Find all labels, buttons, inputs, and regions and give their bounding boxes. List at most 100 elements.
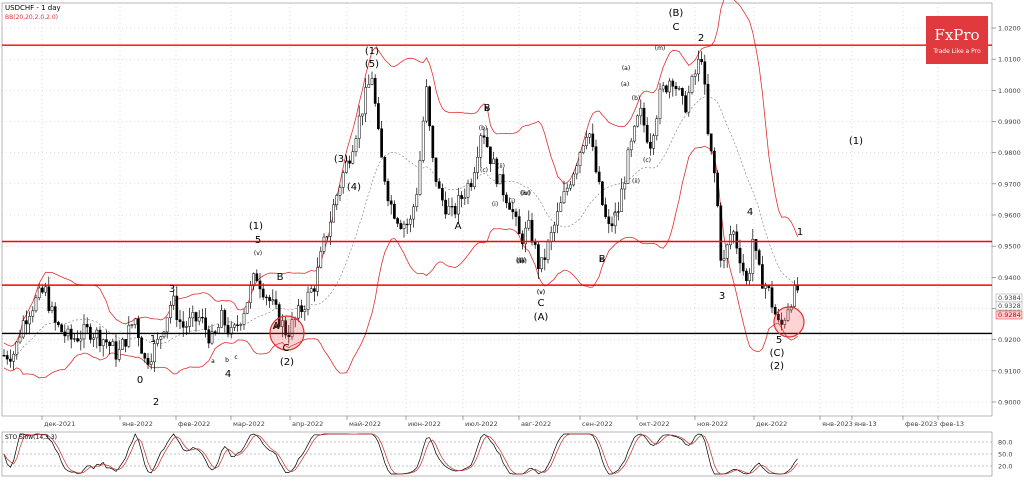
candle-body — [457, 195, 460, 215]
x-tick-label: ноя-2022 — [697, 420, 728, 428]
wave-label: (2) — [770, 361, 784, 372]
y-tick-label: 0.9200 — [998, 336, 1021, 344]
wave-label: (v) — [537, 289, 545, 296]
wave-label: (m) — [655, 45, 666, 52]
y-tick-label: 0.9800 — [998, 149, 1021, 157]
y-tick-label: 0.9700 — [998, 180, 1021, 188]
wave-label: (i) — [492, 201, 498, 208]
candle-body — [783, 320, 787, 325]
candle-body — [249, 285, 252, 303]
wave-label: B — [600, 257, 604, 264]
wave-label: (ii) — [632, 178, 640, 185]
candle-body — [706, 83, 710, 135]
candle-body — [140, 337, 143, 354]
candle-body — [482, 135, 486, 138]
wave-label: (a) — [621, 81, 629, 88]
candle-body — [34, 297, 38, 312]
candle-body — [642, 107, 646, 126]
candle-body — [543, 257, 547, 260]
candle-body — [716, 172, 719, 207]
candle-body — [348, 160, 351, 164]
candle-body — [28, 316, 31, 325]
candle-body — [594, 146, 598, 173]
candle-body — [169, 305, 172, 319]
candle-body — [127, 325, 131, 347]
candle-body — [738, 247, 742, 264]
bollinger-upper — [3, 0, 798, 347]
x-tick-label: авг-2022 — [521, 420, 551, 428]
candle-body — [761, 264, 764, 289]
candle-body — [745, 270, 748, 281]
candle-body — [402, 223, 406, 229]
candle-body — [175, 295, 179, 320]
candle-body — [764, 285, 767, 289]
wave-label: b — [225, 357, 229, 364]
candle-body — [226, 324, 230, 335]
candle-body — [341, 172, 345, 188]
candle-body — [469, 183, 473, 187]
candle-body — [770, 287, 774, 308]
candle-body — [729, 234, 732, 246]
candle-body — [322, 236, 326, 252]
candle-body — [101, 339, 105, 347]
candle-body — [277, 304, 281, 327]
x-tick-label: дек-2022 — [756, 420, 787, 428]
candle-body — [297, 305, 300, 319]
wave-label: A — [273, 321, 280, 332]
candle-body — [479, 135, 483, 158]
symbol-label: USDCHF - 1 day — [5, 4, 61, 12]
candle-body — [786, 309, 790, 321]
candle-body — [303, 309, 307, 312]
candle-body — [530, 219, 534, 243]
candle-body — [597, 171, 601, 183]
candle-body — [687, 92, 691, 113]
candle-body — [396, 218, 399, 224]
brand-name: FxPro — [934, 26, 979, 44]
candle-body — [591, 133, 595, 147]
candle-body — [514, 211, 518, 217]
candle-body — [460, 195, 463, 199]
candle-body — [41, 287, 44, 293]
candle-body — [130, 324, 134, 326]
candle-body — [405, 223, 409, 226]
candle-body — [271, 299, 275, 302]
candle-body — [665, 85, 668, 93]
y-tick-label: 1.0200 — [998, 25, 1021, 33]
candle-body — [447, 206, 451, 215]
candle-body — [713, 150, 716, 174]
wave-label: C — [538, 298, 545, 309]
candle-body — [476, 156, 479, 173]
wave-label: B — [484, 103, 491, 114]
wave-label: (v) — [254, 250, 262, 257]
candle-body — [524, 227, 527, 245]
candle-body — [178, 319, 182, 322]
candle-body — [21, 320, 25, 338]
candle-body — [450, 206, 454, 208]
candle-body — [338, 187, 342, 196]
candle-body — [441, 188, 444, 201]
candle-body — [370, 78, 374, 85]
wave-label: 4 — [747, 207, 753, 218]
candle-body — [409, 218, 412, 225]
candle-body — [434, 157, 438, 182]
candle-body — [537, 244, 540, 270]
candle-body — [194, 312, 198, 322]
candle-body — [60, 324, 63, 333]
candle-body — [121, 339, 124, 350]
candle-body — [473, 172, 476, 187]
candle-body — [565, 187, 569, 192]
wave-label: 2 — [698, 33, 704, 44]
x-tick-label: сен-2022 — [582, 420, 613, 428]
candle-body — [719, 205, 723, 261]
candle-body — [626, 149, 630, 184]
candle-body — [92, 337, 95, 340]
candle-body — [325, 236, 329, 238]
candle-body — [111, 341, 115, 347]
candle-body — [108, 341, 111, 347]
candle-body — [521, 233, 524, 245]
wave-label: (i) — [509, 198, 515, 205]
candle-body — [207, 329, 211, 344]
candle-body — [66, 328, 70, 337]
y-tick-label: 0.9900 — [998, 118, 1021, 126]
